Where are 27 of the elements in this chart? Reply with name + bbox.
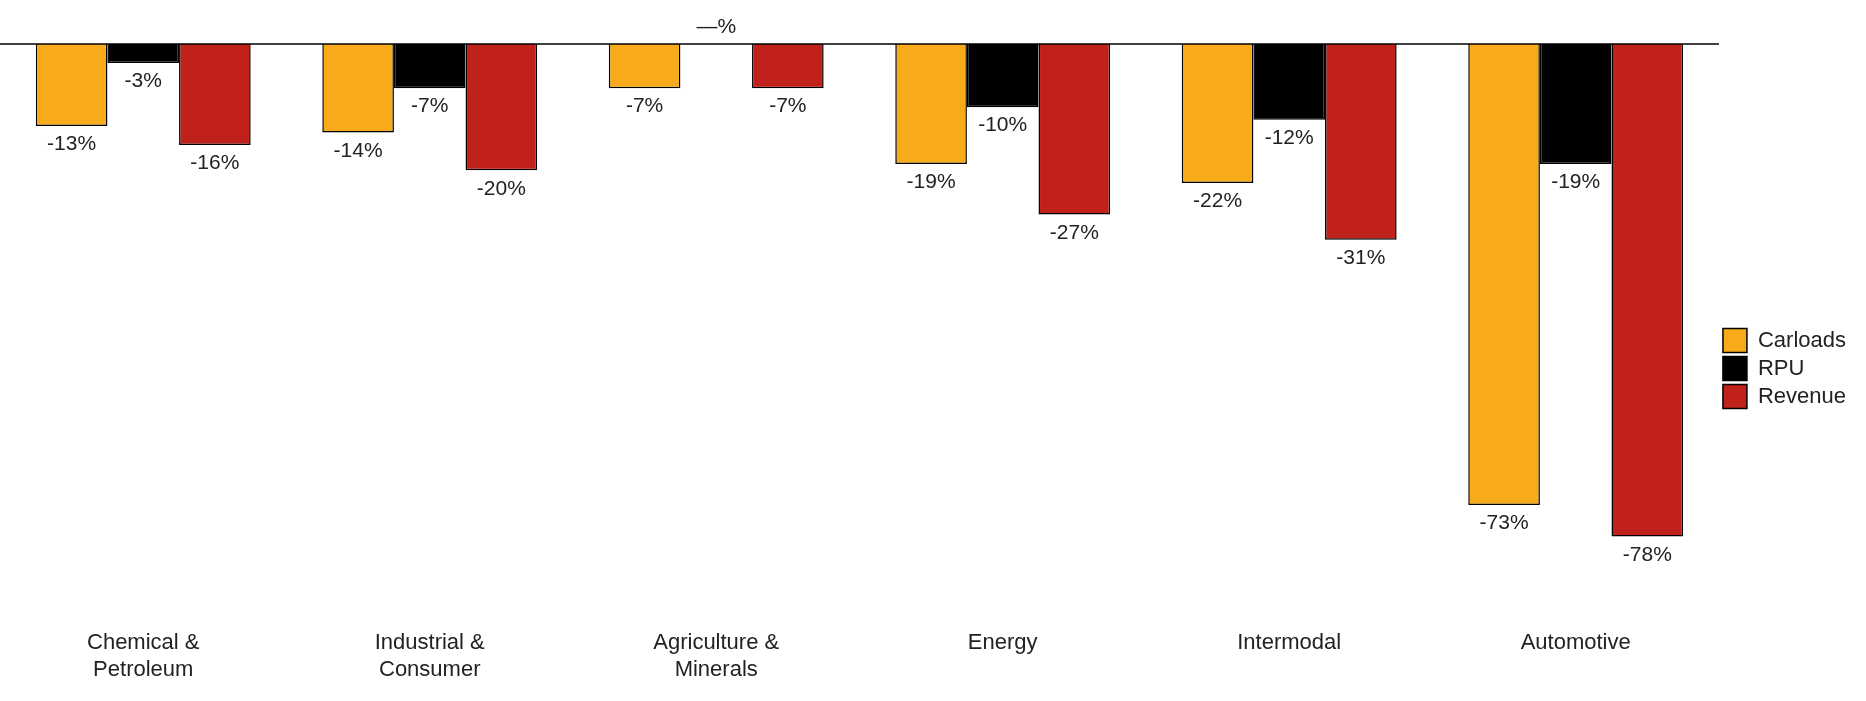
data-label: -12% (1264, 125, 1314, 149)
x-tick-label: Chemical & Petroleum (87, 629, 200, 681)
x-tick-label: Energy (967, 629, 1038, 655)
x-tick-label: Automotive (1520, 629, 1631, 655)
data-label: -19% (1551, 169, 1601, 193)
data-label: -13% (47, 131, 97, 155)
data-label: -27% (1049, 219, 1099, 243)
data-label: -7% (625, 93, 664, 117)
data-label: -31% (1336, 245, 1386, 269)
data-label: -7% (411, 93, 449, 117)
legend-label: Revenue (1757, 382, 1847, 408)
data-label: -14% (333, 137, 383, 161)
x-tick-label: Industrial & Consumer (374, 629, 486, 681)
x-tick-label: Intermodal (1237, 629, 1342, 655)
legend-label: Carloads (1757, 326, 1846, 352)
data-label: -7% (769, 93, 807, 117)
data-label: -3% (124, 68, 162, 92)
data-label: -20% (476, 175, 526, 199)
data-label: -19% (906, 169, 956, 193)
data-label: -78% (1622, 541, 1672, 565)
text: —% (696, 14, 737, 38)
data-label: -16% (190, 150, 240, 174)
data-label: -73% (1479, 510, 1529, 534)
data-label: -10% (978, 112, 1028, 136)
legend-label: RPU (1757, 354, 1805, 380)
x-tick-label: Agriculture & Minerals (653, 629, 780, 681)
data-label: -22% (1193, 188, 1243, 212)
